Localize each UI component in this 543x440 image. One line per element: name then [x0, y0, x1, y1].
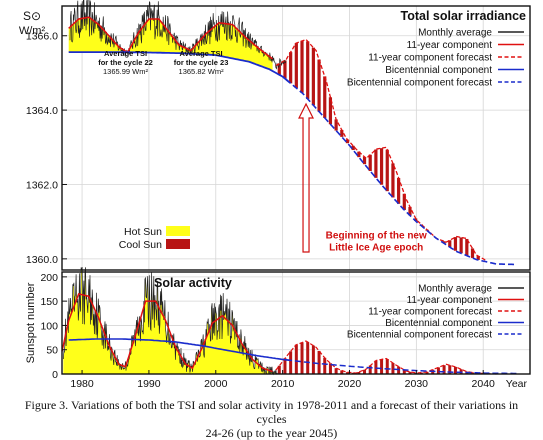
figure-caption: Figure 3. Variations of both the TSI and…: [10, 398, 533, 440]
x-tick-label: 2000: [204, 378, 228, 390]
fill-legend-label: Cool Sun: [119, 239, 162, 251]
bicentennial-forecast-line-sunspots: [285, 359, 517, 375]
little-ice-age-annotation: Beginning of the new: [326, 230, 427, 241]
fill-legend-swatch: [166, 226, 190, 236]
bicentennial-line: [68, 51, 290, 83]
bottom-legend-label: 11-year component forecast: [368, 307, 492, 318]
x-tick-label: 2040: [472, 378, 496, 390]
y-axis-label-bottom: Sunspot number: [25, 282, 37, 363]
little-ice-age-annotation: Little Ice Age epoch: [329, 242, 423, 253]
hot-sun-fill: [68, 17, 273, 72]
x-axis-label: Year: [506, 378, 528, 390]
little-ice-age-arrow: [298, 102, 314, 253]
x-tick-label: 1980: [70, 378, 94, 390]
figure: 1360.0 1362.0 1364.0 1366.0 0 50 100 150 200 1980…: [19, 0, 531, 390]
top-panel-frame: [61, 5, 531, 271]
average-tsi-annotation: 1365.99 Wm²: [103, 67, 149, 76]
y-tick-label-top: 1362.0: [26, 179, 58, 191]
y-tick-label-top: 1360.0: [26, 254, 58, 266]
caption-line-1: Figure 3. Variations of both the TSI and…: [24, 398, 519, 426]
bottom-legend-label: Bicentennial component: [385, 318, 492, 329]
top-legend-label: 11-year component: [407, 40, 493, 51]
x-tick-label: 2020: [338, 378, 362, 390]
x-tick-label: 2030: [405, 378, 429, 390]
x-tick-label: 1990: [137, 378, 161, 390]
fill-legend-label: Hot Sun: [124, 226, 162, 238]
bottom-legend-label: Bicentennial component forecast: [347, 330, 492, 341]
average-tsi-annotation: for the cycle 23: [174, 58, 229, 67]
y-tick-label-bottom: 0: [52, 369, 58, 381]
average-tsi-annotation: for the cycle 22: [98, 58, 153, 67]
bicentennial-line-sunspots: [68, 338, 290, 361]
x-tick-label: 2010: [271, 378, 295, 390]
top-legend-label: Bicentennial component: [385, 65, 492, 76]
component-11yr-line: [68, 16, 274, 60]
monthly-average-line: [69, 0, 287, 70]
bottom-panel-frame: [61, 271, 531, 375]
fill-legend-swatch: [166, 239, 190, 249]
y-tick-label-bottom: 50: [46, 345, 58, 357]
y-axis-label-top-unit: W/m²: [19, 25, 46, 37]
component-11yr-forecast-line-sunspots: [275, 340, 497, 375]
component-11yr-line-sunspots: [61, 293, 273, 373]
bicentennial-forecast-line: [285, 78, 517, 266]
top-legend-label: 11-year component forecast: [368, 53, 492, 64]
bottom-legend-label: Monthly average: [418, 284, 492, 295]
bottom-panel-title: Solar activity: [154, 276, 232, 290]
top-legend-label: Monthly average: [418, 28, 492, 39]
y-tick-label-bottom: 100: [40, 320, 58, 332]
average-tsi-annotation: Average TSI: [104, 49, 147, 58]
average-tsi-annotation: 1365.82 Wm²: [179, 67, 225, 76]
average-tsi-annotation: Average TSI: [180, 49, 223, 58]
y-tick-label-top: 1364.0: [26, 105, 58, 117]
component-11yr-forecast-line: [275, 38, 487, 262]
bottom-legend-label: 11-year component: [407, 295, 493, 306]
hot-sun-fill-sunspots: [63, 267, 280, 374]
y-tick-label-top: 1366.0: [26, 31, 58, 43]
y-axis-label-top-symbol: S⊙: [23, 9, 41, 23]
y-tick-label-bottom: 200: [40, 272, 58, 284]
top-panel-title: Total solar irradiance: [400, 9, 526, 23]
top-legend-label: Bicentennial component forecast: [347, 78, 492, 89]
y-tick-label-bottom: 150: [40, 296, 58, 308]
caption-line-2: 24-26 (up to the year 2045): [205, 426, 338, 440]
